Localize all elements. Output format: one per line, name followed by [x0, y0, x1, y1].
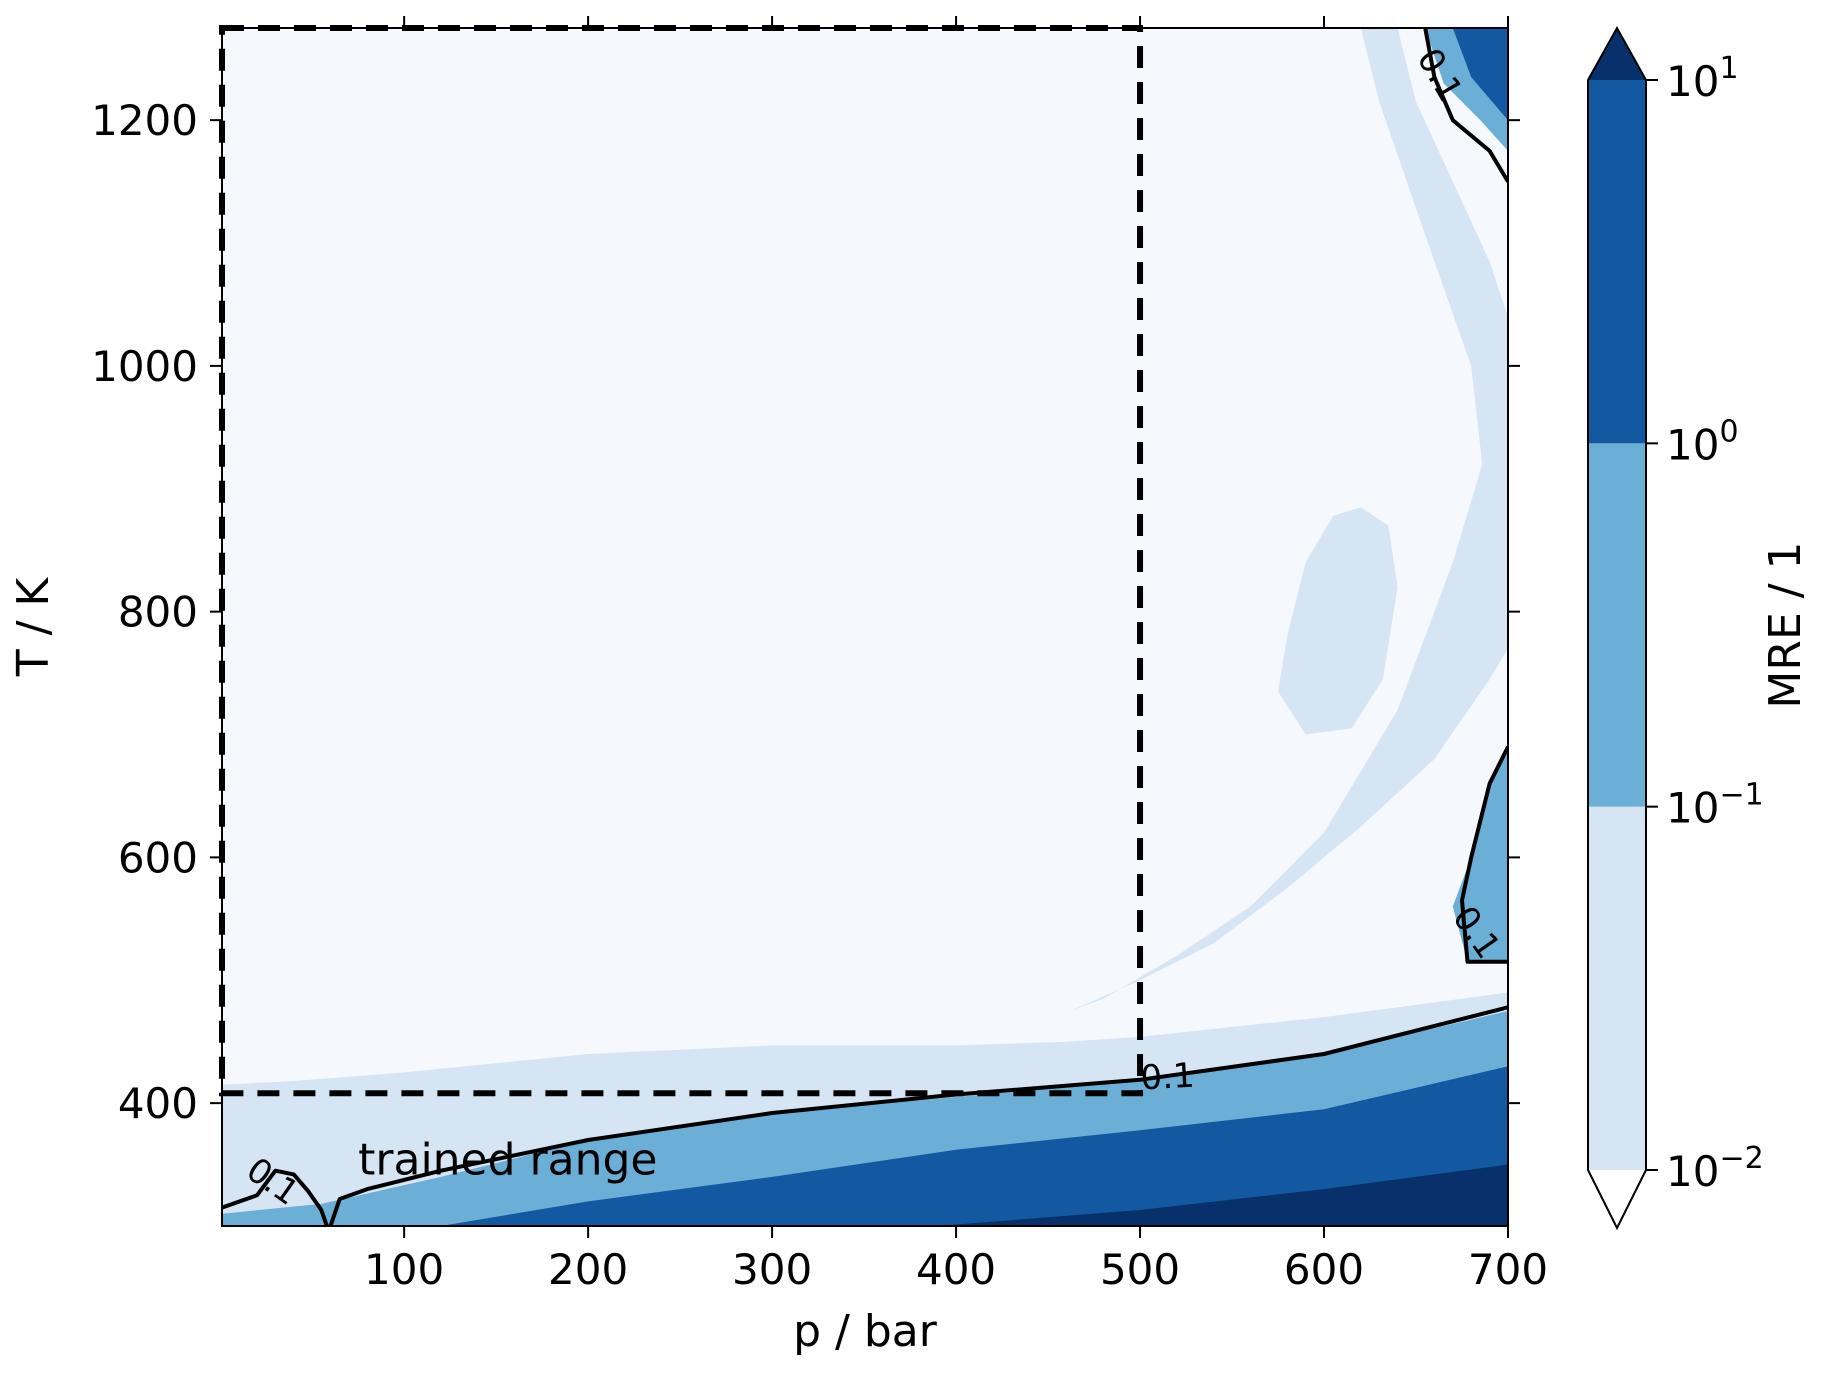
- contour-line-2: [328, 1005, 1508, 1226]
- contour-region-7: [440, 1066, 1508, 1226]
- colorbar-tick-label-3: 101: [1666, 51, 1739, 106]
- contour-region-8: [1452, 28, 1508, 121]
- y-axis-label: T / K: [8, 577, 59, 678]
- contour-fill-group: [222, 28, 1508, 1226]
- x-tick-label-400: 400: [916, 1245, 996, 1294]
- contour-region-9: [937, 1164, 1508, 1226]
- y-tick-label-600: 600: [118, 833, 198, 882]
- colorbar-tick-label-2: 100: [1666, 414, 1739, 469]
- x-tick-label-700: 700: [1468, 1245, 1548, 1294]
- y-tick-label-800: 800: [118, 588, 198, 637]
- contour-line-3: [1460, 745, 1508, 964]
- x-tick-label-100: 100: [364, 1245, 444, 1294]
- contour-line-1: [222, 1168, 329, 1226]
- colorbar-extend-top: [1588, 28, 1646, 80]
- x-tick-label-200: 200: [548, 1245, 628, 1294]
- contour-line-group: [222, 28, 1508, 1226]
- y-tick-label-1000: 1000: [91, 342, 198, 391]
- colorbar-tick-label-1: 10−1: [1666, 778, 1764, 833]
- x-tick-label-300: 300: [732, 1245, 812, 1294]
- colorbar-extend-bottom: [1588, 1170, 1646, 1228]
- x-axis-label: p / bar: [793, 1306, 938, 1357]
- y-tick-label-1200: 1200: [91, 96, 198, 145]
- contour-line-4: [1423, 28, 1508, 183]
- colorbar-band-1: [1588, 806, 1646, 1170]
- colorbar-label: MRE / 1: [1760, 541, 1811, 708]
- colorbar-band-2: [1588, 443, 1646, 807]
- contour-region-2: [1070, 28, 1508, 1011]
- contour-region-5: [1452, 746, 1508, 962]
- colorbar-tick-label-0: 10−2: [1666, 1141, 1764, 1196]
- colorbar-band-3: [1588, 80, 1646, 444]
- y-tick-label-400: 400: [118, 1079, 198, 1128]
- annotation-trained-range: trained range: [358, 1134, 657, 1185]
- x-tick-label-500: 500: [1100, 1245, 1180, 1294]
- x-tick-label-600: 600: [1284, 1245, 1364, 1294]
- contour-label-2: 0.1: [1140, 1056, 1196, 1099]
- contour-region-3: [1278, 507, 1398, 735]
- axes-frame: [221, 27, 1509, 1227]
